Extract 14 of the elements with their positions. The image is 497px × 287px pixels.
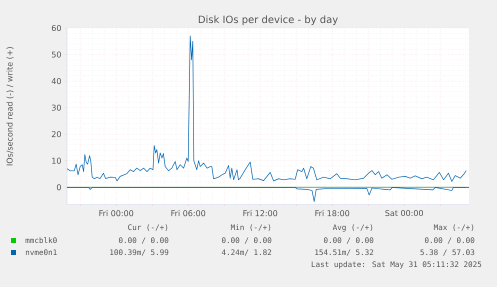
y-tick-label: 30 xyxy=(52,104,61,111)
x-tick-label: Fri 06:00 xyxy=(171,210,206,216)
y-tick-label: 40 xyxy=(52,78,61,84)
y-axis-title: IOs/second read (-) / write (+) xyxy=(6,47,14,166)
y-tick-label: 60 xyxy=(52,24,61,32)
y-tick-label: 0 xyxy=(56,184,61,190)
x-tick-label: Fri 18:00 xyxy=(315,210,350,216)
x-tick-label: Sat 00:00 xyxy=(385,210,424,216)
y-tick-label: 50 xyxy=(52,52,61,58)
y-tick-label: 10 xyxy=(52,158,61,164)
x-tick-label: Fri 00:00 xyxy=(99,210,134,216)
x-tick-label: Fri 12:00 xyxy=(243,210,278,216)
y-tick-label: 20 xyxy=(52,131,61,138)
chart-title: Disk IOs per device - by day xyxy=(198,15,338,26)
